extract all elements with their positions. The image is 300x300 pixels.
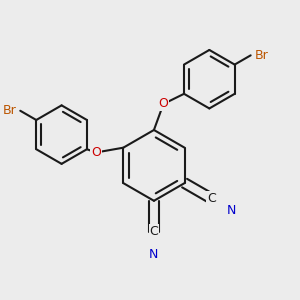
Text: Br: Br <box>3 104 16 117</box>
Text: C: C <box>150 225 158 238</box>
Text: Br: Br <box>254 49 268 62</box>
Text: N: N <box>149 248 159 261</box>
Text: N: N <box>226 203 236 217</box>
Text: C: C <box>207 192 216 205</box>
Text: O: O <box>91 146 101 159</box>
Text: O: O <box>158 98 168 110</box>
